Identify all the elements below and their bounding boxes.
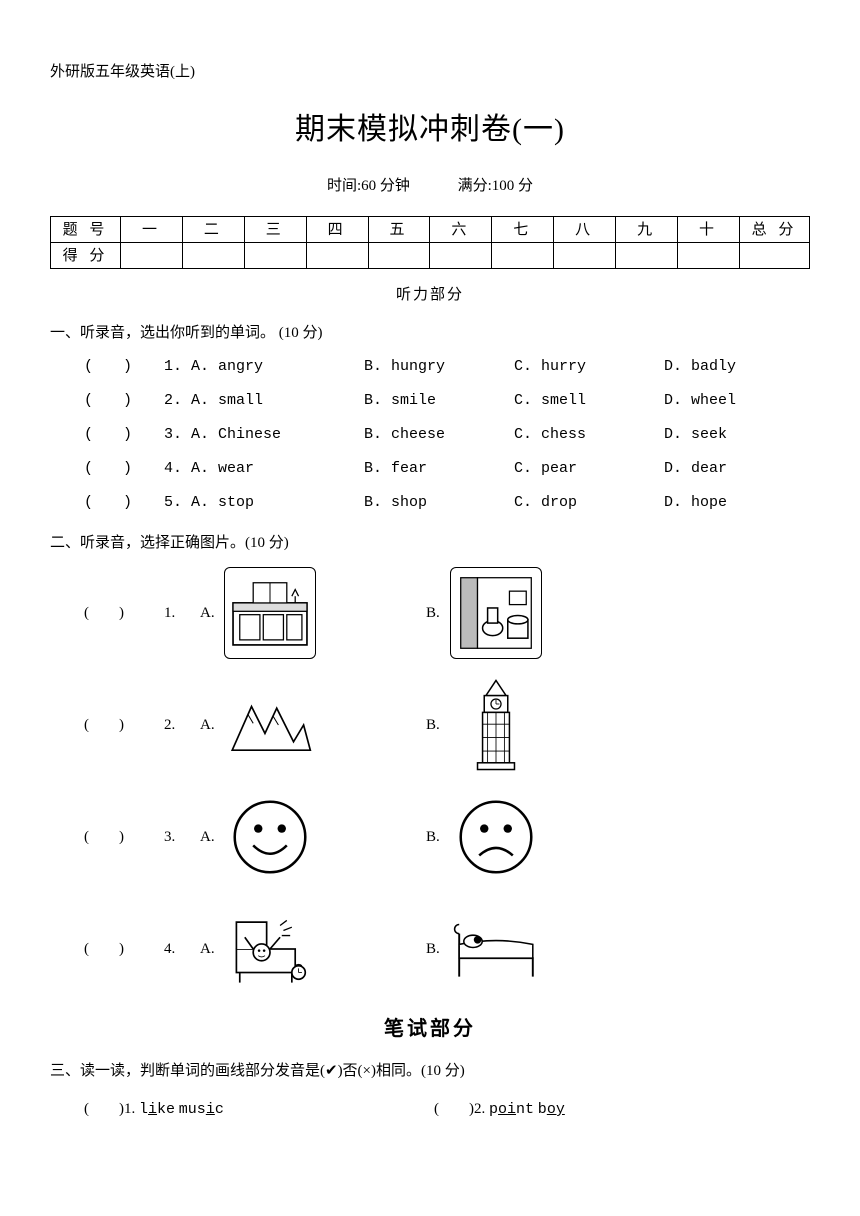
answer-blank[interactable]: ( ) [84, 423, 164, 447]
option-a-image [224, 679, 316, 771]
option-a-label: A. [200, 713, 224, 737]
option-b: B. smile [364, 389, 514, 413]
option-a-image [224, 567, 316, 659]
option-a-image [224, 903, 316, 995]
s1-list: ( )1. A. angryB. hungryC. hurryD. badly(… [50, 355, 810, 515]
wakeup-icon [228, 907, 312, 991]
mc-row: ( )2. A. smallB. smileC. smellD. wheel [50, 389, 810, 413]
answer-blank[interactable]: ( ) [84, 601, 164, 625]
answer-blank[interactable]: ( ) [84, 491, 164, 515]
kitchen-icon [228, 571, 312, 655]
option-b-label: B. [426, 937, 450, 961]
score-row-label: 得 分 [51, 243, 121, 269]
item-number: 2. [164, 713, 200, 737]
score-col-total: 总 分 [740, 217, 810, 243]
option-a-label: A. [200, 825, 224, 849]
score-table: 题 号 一 二 三 四 五 六 七 八 九 十 总 分 得 分 [50, 216, 810, 269]
answer-blank[interactable]: ( ) [434, 1101, 474, 1117]
s3-item-1: ( )1. like music [84, 1097, 434, 1122]
s2-instruction: 二、听录音，选择正确图片。(10 分) [50, 531, 810, 555]
option-b-image [450, 791, 542, 883]
option-a-label: A. [200, 937, 224, 961]
option-c: C. smell [514, 389, 664, 413]
option-d: D. badly [664, 355, 784, 379]
item-number: 1. [164, 601, 200, 625]
option-b-label: B. [426, 601, 450, 625]
option-b-image [450, 567, 542, 659]
option-c: C. pear [514, 457, 664, 481]
score-value-row: 得 分 [51, 243, 810, 269]
sleep-icon [450, 907, 542, 991]
sad-icon [454, 795, 538, 879]
answer-blank[interactable]: ( ) [84, 937, 164, 961]
bigben-icon [454, 676, 538, 774]
pic-row: ( )2.A. B. [50, 677, 810, 773]
pic-row: ( )4.A. B. [50, 901, 810, 997]
option-a: 4. A. wear [164, 457, 364, 481]
option-a: 1. A. angry [164, 355, 364, 379]
option-a-image [224, 791, 316, 883]
option-b: B. shop [364, 491, 514, 515]
option-a: 2. A. small [164, 389, 364, 413]
item-number: 3. [164, 825, 200, 849]
mc-row: ( )4. A. wearB. fearC. pearD. dear [50, 457, 810, 481]
listening-header: 听力部分 [50, 283, 810, 307]
written-header: 笔试部分 [50, 1013, 810, 1045]
s3-instruction: 三、读一读，判断单词的画线部分发音是(✔)否(×)相同。(10 分) [50, 1059, 810, 1083]
option-c: C. drop [514, 491, 664, 515]
answer-blank[interactable]: ( ) [84, 825, 164, 849]
option-d: D. wheel [664, 389, 784, 413]
answer-blank[interactable]: ( ) [84, 389, 164, 413]
option-c: C. hurry [514, 355, 664, 379]
option-d: D. seek [664, 423, 784, 447]
s3-row: ( )1. like music ( )2. point boy [50, 1097, 810, 1122]
option-a-label: A. [200, 601, 224, 625]
full-score: 满分:100 分 [458, 178, 533, 194]
time-limit: 时间:60 分钟 [327, 178, 410, 194]
answer-blank[interactable]: ( ) [84, 713, 164, 737]
option-b-image [450, 903, 542, 995]
s3-item-2: ( )2. point boy [434, 1097, 784, 1122]
answer-blank[interactable]: ( ) [84, 457, 164, 481]
exam-meta: 时间:60 分钟 满分:100 分 [50, 174, 810, 198]
bathroom-icon [454, 571, 538, 655]
option-c: C. chess [514, 423, 664, 447]
edition-header: 外研版五年级英语(上) [50, 60, 810, 84]
mc-row: ( )5. A. stopB. shopC. dropD. hope [50, 491, 810, 515]
option-b-label: B. [426, 825, 450, 849]
option-a: 5. A. stop [164, 491, 364, 515]
pic-row: ( )3.A. B. [50, 789, 810, 885]
option-b: B. fear [364, 457, 514, 481]
mountains-icon [228, 683, 312, 767]
score-col-label: 题 号 [51, 217, 121, 243]
mc-row: ( )3. A. ChineseB. cheeseC. chessD. seek [50, 423, 810, 447]
smile-icon [228, 795, 312, 879]
s2-list: ( )1.A. B. ( )2.A. B. [50, 565, 810, 997]
answer-blank[interactable]: ( ) [84, 1101, 124, 1117]
option-d: D. hope [664, 491, 784, 515]
pic-row: ( )1.A. B. [50, 565, 810, 661]
option-d: D. dear [664, 457, 784, 481]
item-number: 4. [164, 937, 200, 961]
answer-blank[interactable]: ( ) [84, 355, 164, 379]
exam-title: 期末模拟冲刺卷(一) [50, 106, 810, 154]
option-b-image [450, 679, 542, 771]
s1-instruction: 一、听录音，选出你听到的单词。 (10 分) [50, 321, 810, 345]
option-b: B. cheese [364, 423, 514, 447]
mc-row: ( )1. A. angryB. hungryC. hurryD. badly [50, 355, 810, 379]
option-b: B. hungry [364, 355, 514, 379]
option-a: 3. A. Chinese [164, 423, 364, 447]
option-b-label: B. [426, 713, 450, 737]
score-header-row: 题 号 一 二 三 四 五 六 七 八 九 十 总 分 [51, 217, 810, 243]
